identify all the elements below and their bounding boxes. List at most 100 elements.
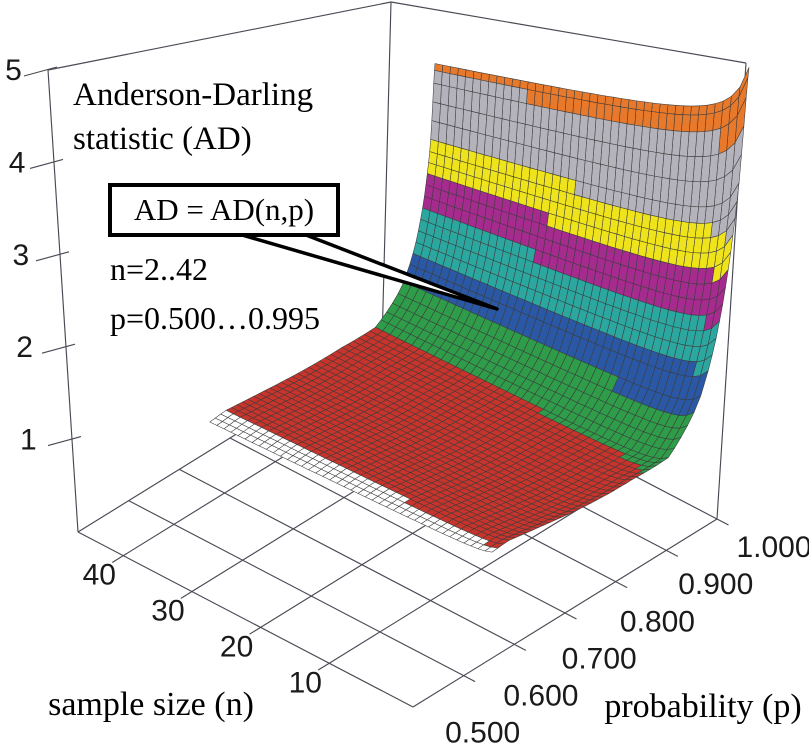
- surface-quad: [502, 84, 513, 101]
- surface-quad: [459, 147, 470, 164]
- surface-quad: [626, 107, 637, 126]
- figure-title-line1: Anderson-Darling: [73, 77, 314, 113]
- surface-quad: [558, 176, 569, 193]
- surface-quad: [482, 154, 493, 171]
- surface-quad: [595, 102, 606, 120]
- surface-quad: [486, 94, 496, 118]
- surface-quad: [501, 98, 512, 121]
- back-wall-top-right-edge: [390, 1, 747, 64]
- surface-quad: [475, 152, 485, 168]
- surface-quad: [467, 150, 477, 166]
- figure-title: Anderson-Darling statistic (AD): [73, 74, 313, 161]
- surface-quad: [526, 89, 536, 106]
- surface-quad: [541, 92, 551, 109]
- z-tick-label: 4: [9, 146, 26, 179]
- p-tick-label: 0.600: [503, 680, 578, 713]
- z-tick-label: 5: [5, 54, 22, 87]
- z-tick: [29, 158, 64, 169]
- n-tick: [180, 591, 193, 599]
- formula-text: AD = AD(n,p): [133, 192, 315, 227]
- surface-quad: [651, 102, 661, 113]
- z-tick-label: 3: [13, 239, 30, 272]
- surface-quad: [536, 169, 546, 187]
- surface-quad: [448, 73, 458, 89]
- figure-title-line2: statistic (AD): [73, 120, 252, 157]
- surface-quad: [698, 104, 708, 116]
- n-axis-title: sample size (n): [48, 686, 254, 723]
- surface-quad: [446, 105, 457, 128]
- n-tick: [317, 662, 330, 671]
- surface-quad: [682, 105, 692, 116]
- surface-quad: [666, 104, 677, 115]
- p-gridline: [229, 437, 566, 614]
- surface-quad: [469, 111, 480, 134]
- surface-quad: [524, 103, 535, 127]
- surface-quad: [690, 105, 700, 116]
- surface-quad: [478, 93, 489, 116]
- surface-quad: [603, 103, 613, 122]
- p-range-note: p=0.500…0.995: [110, 300, 321, 336]
- surface-quad: [456, 74, 466, 91]
- z-axis: [47, 69, 79, 533]
- p-tick-label: 0.800: [620, 605, 695, 638]
- surface-quad: [635, 100, 645, 111]
- surface-quad: [513, 163, 523, 180]
- surface-quad: [464, 76, 474, 93]
- surface-group: [209, 63, 750, 553]
- surface-quad: [500, 118, 510, 142]
- surface-quad: [471, 91, 481, 114]
- surface-quad: [477, 112, 487, 136]
- surface-quad: [659, 103, 669, 114]
- surface-quad: [431, 101, 441, 123]
- formula-callout-box: AD = AD(n,p): [108, 183, 340, 237]
- surface-quad: [444, 143, 454, 159]
- surface-quad: [643, 101, 653, 112]
- surface-quad: [463, 89, 473, 112]
- surface-quad: [441, 71, 451, 87]
- surface-quad: [440, 84, 450, 106]
- surface-quad: [438, 122, 448, 145]
- surface-quad: [455, 88, 465, 110]
- surface-quad: [494, 96, 504, 119]
- z-tick: [47, 436, 82, 447]
- p-tick: [615, 581, 628, 589]
- n-tick: [249, 626, 261, 635]
- p-tick-label: 0.500: [445, 717, 520, 749]
- surface-quad: [564, 96, 575, 114]
- surface-quad: [596, 94, 606, 105]
- surface-quad: [454, 107, 464, 130]
- n-tick-label: 40: [83, 559, 116, 592]
- surface-quad: [490, 156, 500, 173]
- p-tick: [716, 518, 729, 526]
- surface-quad: [634, 109, 645, 127]
- surface-quad: [497, 158, 508, 175]
- surface-quad: [611, 105, 621, 123]
- p-gridline: [179, 468, 515, 645]
- p-tick: [514, 643, 527, 651]
- n-axis-edge: [77, 531, 414, 708]
- surface-quad: [487, 81, 497, 98]
- back-corner-edge: [381, 1, 392, 345]
- n-tick: [111, 555, 124, 563]
- surface-quad: [472, 78, 482, 94]
- surface-quad: [495, 82, 505, 99]
- surface-quad: [452, 145, 462, 162]
- surface-quad: [627, 99, 638, 110]
- surface-quad: [673, 113, 684, 132]
- p-axis-title: probability (p): [604, 688, 802, 725]
- surface-quad: [439, 103, 449, 125]
- surface-quad: [510, 86, 520, 103]
- surface-quad: [706, 103, 716, 115]
- surface-quad: [674, 105, 684, 115]
- surface-quad: [612, 96, 622, 108]
- z-tick: [35, 251, 70, 262]
- surface-quad: [460, 128, 471, 151]
- z-tick: [41, 343, 76, 354]
- surface-quad: [572, 98, 582, 116]
- p-tick: [463, 675, 476, 683]
- p-tick: [666, 549, 679, 557]
- surface-quad: [462, 109, 472, 132]
- surface-quad: [447, 86, 458, 108]
- p-tick-label: 1.000: [736, 531, 809, 564]
